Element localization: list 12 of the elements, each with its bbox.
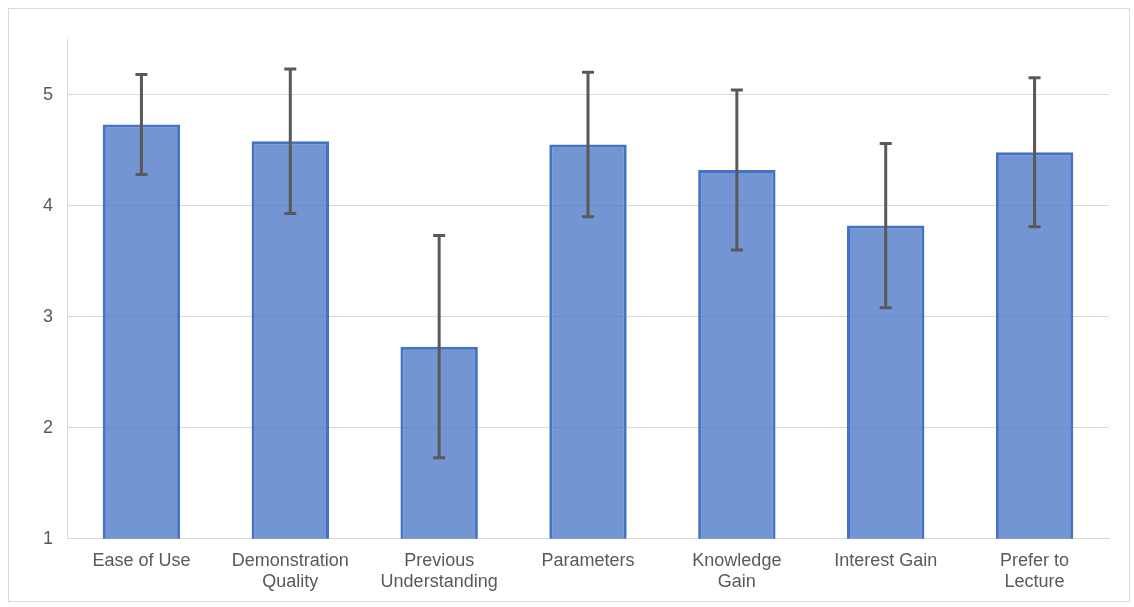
x-tick-label: Prefer to Lecture: [1000, 549, 1070, 592]
x-tick-label: Interest Gain: [834, 549, 938, 570]
x-tick-label: Parameters: [541, 549, 635, 570]
y-tick-label: 2: [43, 416, 54, 437]
x-tick-label: Knowledge Gain: [692, 549, 782, 592]
y-tick-label: 3: [43, 305, 54, 326]
y-tick-label: 5: [43, 83, 54, 104]
x-tick-label: Demonstration Quality: [231, 549, 349, 592]
y-tick-label: 1: [43, 527, 54, 548]
y-tick-label: 4: [43, 194, 54, 215]
x-tick-label: Previous Understanding: [380, 549, 498, 592]
x-tick-label: Ease of Use: [92, 549, 191, 570]
